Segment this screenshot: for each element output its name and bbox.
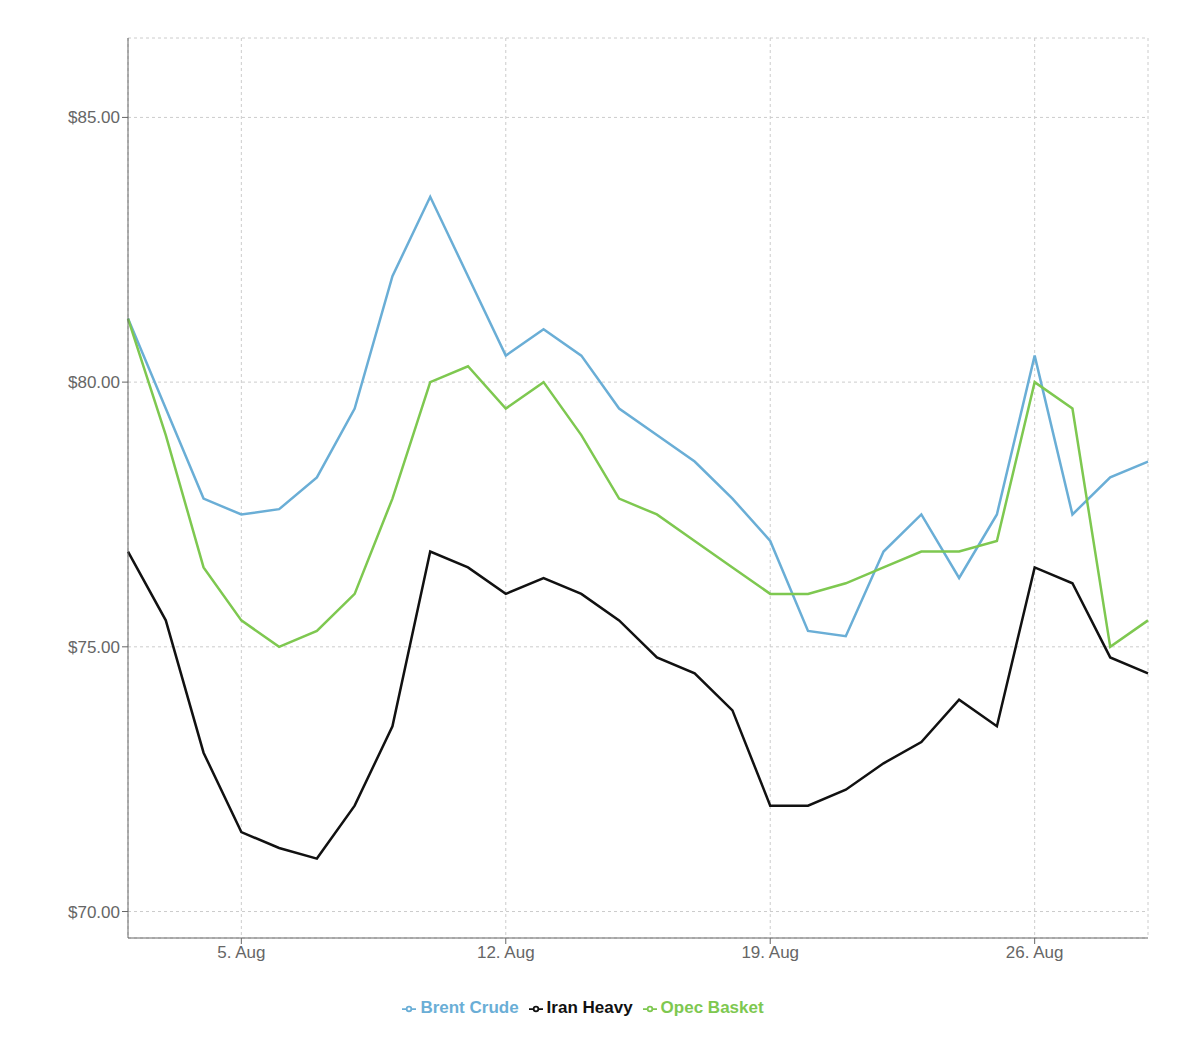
svg-text:5. Aug: 5. Aug: [217, 943, 265, 962]
svg-text:26. Aug: 26. Aug: [1006, 943, 1064, 962]
html-text:Opec Basket: Opec Basket: [660, 998, 764, 1017]
svg-text:12. Aug: 12. Aug: [477, 943, 535, 962]
html-text:Brent Crude: Brent Crude: [420, 998, 519, 1017]
svg-text:$80.00: $80.00: [68, 373, 120, 392]
svg-text:$75.00: $75.00: [68, 638, 120, 657]
svg-text:19. Aug: 19. Aug: [741, 943, 799, 962]
html-text:Iran Heavy: Iran Heavy: [546, 998, 633, 1017]
svg-text:$85.00: $85.00: [68, 108, 120, 127]
svg-text:$70.00: $70.00: [68, 903, 120, 922]
